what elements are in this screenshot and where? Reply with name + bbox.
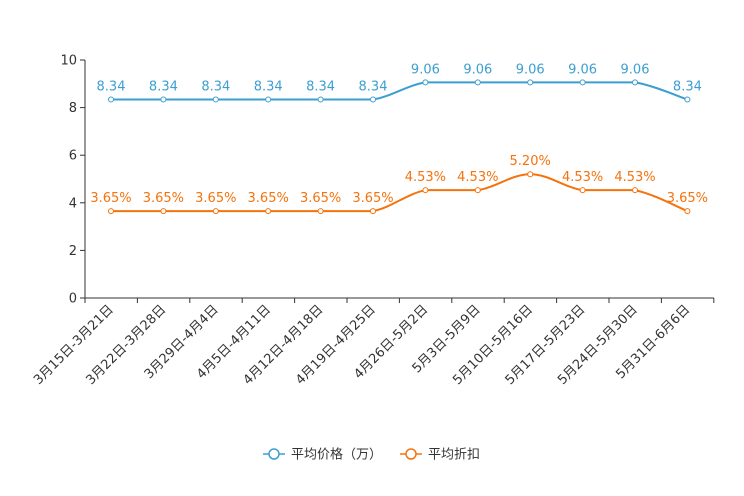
series-0-data-label: 9.06	[516, 62, 545, 77]
legend-label-1[interactable]: 平均折扣	[428, 448, 480, 463]
series-layer	[108, 79, 691, 215]
series-0-point	[579, 79, 586, 86]
series-0-point	[632, 79, 638, 86]
series-0-data-label: 9.06	[621, 62, 650, 77]
series-0-point	[160, 96, 167, 103]
series-0-data-label: 9.06	[463, 62, 492, 77]
series-line-1	[111, 173, 688, 213]
series-0-point	[317, 96, 324, 103]
series-0-data-label: 8.34	[149, 80, 178, 95]
series-0-point	[212, 96, 219, 103]
series-1-point	[422, 187, 429, 194]
series-1-data-label: 4.53%	[614, 170, 655, 185]
series-0-data-label: 8.34	[97, 80, 126, 95]
y-tick-label: 8	[69, 101, 77, 116]
y-tick-label: 0	[69, 292, 77, 307]
series-1-point	[684, 208, 691, 215]
series-1-data-label: 4.53%	[562, 170, 603, 185]
series-0-data-label: 8.34	[359, 80, 388, 95]
series-0-data-label: 8.34	[201, 80, 230, 95]
series-1-data-label: 3.65%	[90, 191, 131, 206]
legend-swatch-marker-0	[268, 448, 280, 460]
series-1-data-label: 3.65%	[195, 191, 236, 206]
series-1-point	[265, 208, 272, 215]
series-1-point	[579, 187, 586, 194]
series-1-point	[370, 208, 376, 215]
series-0-data-label: 8.34	[673, 80, 702, 95]
y-tick-label: 4	[69, 196, 77, 211]
series-1-data-label: 3.65%	[300, 191, 341, 206]
series-1-data-label: 3.65%	[143, 191, 184, 206]
series-1-point	[108, 208, 114, 215]
series-1-data-label: 4.53%	[405, 170, 446, 185]
series-1-point	[527, 171, 534, 178]
series-0-point	[684, 96, 691, 103]
data-labels: 8.34 8.34 8.34 8.34 8.34 8.34 9.06 9.06 9.06 9.06…	[90, 62, 708, 206]
y-tick-label: 10	[60, 54, 77, 69]
series-1-data-label: 3.65%	[248, 191, 289, 206]
series-1-point	[317, 208, 324, 215]
series-1-point	[160, 208, 167, 215]
series-0-data-label: 9.06	[568, 62, 597, 77]
series-0-data-label: 8.34	[306, 80, 335, 95]
series-0-point	[265, 96, 272, 103]
series-1-point	[632, 187, 638, 194]
series-1-data-label: 4.53%	[457, 170, 498, 185]
legend-label-0[interactable]: 平均价格（万）	[291, 447, 382, 463]
series-line-0	[111, 81, 688, 101]
series-1-point	[212, 208, 219, 215]
series-0-point	[527, 79, 534, 86]
series-0-data-label: 8.34	[254, 80, 283, 95]
series-0-point	[422, 79, 429, 86]
series-1-data-label: 5.20%	[510, 154, 551, 169]
y-tick-label: 2	[69, 244, 77, 259]
legend-swatch-marker-1	[405, 448, 417, 460]
axes: 02468103月15日-3月21日3月22日-3月28日3月29日-4月4日4…	[31, 54, 715, 388]
series-1-data-label: 3.65%	[352, 191, 393, 206]
series-0-point	[370, 96, 376, 103]
series-1-point	[474, 187, 481, 194]
series-0-data-label: 9.06	[411, 62, 440, 77]
series-1-data-label: 3.65%	[667, 191, 708, 206]
y-tick-label: 6	[69, 149, 77, 164]
series-0-point	[474, 79, 481, 86]
legend: 平均价格（万） 平均折扣	[263, 447, 480, 463]
series-0-point	[108, 96, 114, 103]
